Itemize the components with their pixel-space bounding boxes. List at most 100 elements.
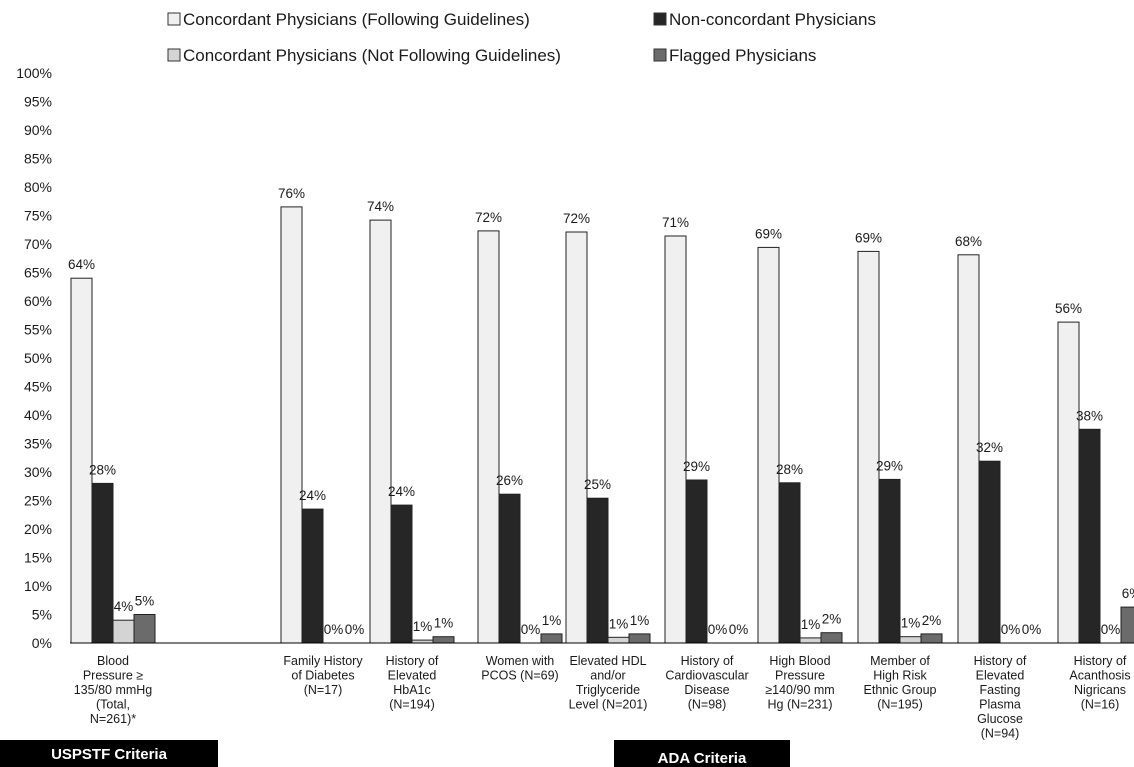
x-category-label: History of Elevated HbA1c (N=194) (386, 654, 439, 712)
data-label-flagged: 1% (630, 613, 650, 628)
uspstf-criteria-label: USPSTF Criteria (51, 746, 168, 763)
y-tick-label: 35% (24, 436, 52, 452)
legend-label-concordant-following: Concordant Physicians (Following Guideli… (183, 10, 530, 29)
x-category-label: History of Acanthosis Nigricans (N=16) (1069, 654, 1130, 712)
data-label-concordant-following: 69% (755, 226, 782, 241)
bar-concordant-following (477, 230, 500, 644)
bar-concordant-following (70, 277, 93, 644)
legend-label-non-concordant: Non-concordant Physicians (669, 10, 876, 29)
bar-flagged (540, 633, 563, 644)
legend-swatch-non-concordant (653, 12, 667, 26)
bar-non-concordant (390, 504, 413, 644)
y-tick-label: 30% (24, 464, 52, 480)
bar-concordant-following (369, 219, 392, 644)
x-category-label: History of Elevated Fasting Plasma Glucose (N… (974, 654, 1027, 741)
data-label-concordant-following: 64% (68, 257, 95, 272)
data-label-concordant-not-following: 1% (609, 616, 629, 631)
y-tick-label: 100% (16, 65, 52, 81)
data-label-concordant-following: 72% (475, 210, 502, 225)
x-category-label: High Blood Pressure ≥140/90 mm Hg (N=231) (765, 654, 834, 712)
y-tick-label: 65% (24, 265, 52, 281)
data-label-concordant-following: 76% (278, 186, 305, 201)
data-label-non-concordant: 29% (876, 458, 903, 473)
bar-non-concordant (1078, 428, 1101, 644)
data-label-concordant-not-following: 1% (413, 619, 433, 634)
bar-flagged (133, 614, 156, 644)
bar-concordant-following (1057, 321, 1080, 644)
data-label-concordant-not-following: 0% (708, 622, 728, 637)
y-tick-label: 95% (24, 94, 52, 110)
data-label-flagged: 1% (542, 613, 562, 628)
x-category-label: Elevated HDL and/or Triglyceride Level (N=2… (569, 654, 648, 712)
data-label-concordant-following: 72% (563, 211, 590, 226)
bar-flagged (1120, 606, 1134, 644)
data-label-concordant-following: 68% (955, 234, 982, 249)
x-category-label: Blood Pressure ≥135/80 mmHg (Total, N=261)* (74, 654, 153, 726)
data-label-concordant-not-following: 4% (114, 599, 134, 614)
legend-swatch-flagged (653, 48, 667, 62)
data-label-flagged: 2% (922, 613, 942, 628)
data-label-non-concordant: 28% (89, 462, 116, 477)
data-label-flagged: 6% (1122, 586, 1134, 601)
data-label-flagged: 5% (135, 594, 155, 609)
y-tick-label: 50% (24, 350, 52, 366)
bar-non-concordant (586, 497, 609, 644)
legend-label-concordant-not-following: Concordant Physicians (Not Following Gui… (183, 46, 561, 65)
y-tick-label: 45% (24, 379, 52, 395)
y-tick-label: 60% (24, 293, 52, 309)
y-tick-label: 10% (24, 578, 52, 594)
data-label-non-concordant: 38% (1076, 408, 1103, 423)
data-label-concordant-not-following: 0% (1101, 622, 1121, 637)
uspstf-criteria-label-box (0, 740, 218, 767)
bar-concordant-not-following (112, 619, 135, 644)
bar-non-concordant (91, 482, 114, 644)
x-category-label: History of Cardiovascular Disease (N=98) (665, 654, 748, 712)
y-tick-label: 40% (24, 407, 52, 423)
y-tick-label: 55% (24, 322, 52, 338)
data-label-concordant-following: 74% (367, 199, 394, 214)
data-label-non-concordant: 24% (388, 484, 415, 499)
data-label-non-concordant: 26% (496, 473, 523, 488)
data-label-concordant-following: 56% (1055, 301, 1082, 316)
data-label-non-concordant: 28% (776, 462, 803, 477)
x-category-label: Family History of Diabetes (N=17) (283, 654, 363, 697)
bar-concordant-following (565, 231, 588, 644)
bar-non-concordant (685, 479, 708, 644)
bar-non-concordant (301, 508, 324, 644)
bar-flagged (820, 632, 843, 644)
bar-flagged (628, 633, 651, 644)
bars (70, 206, 1134, 644)
y-tick-label: 5% (32, 607, 52, 623)
x-category-label: Member of High Risk Ethnic Group (N=195) (864, 654, 937, 712)
bar-concordant-not-following (899, 636, 922, 644)
data-label-concordant-not-following: 0% (1001, 622, 1021, 637)
data-label-concordant-following: 71% (662, 215, 689, 230)
data-label-concordant-not-following: 0% (324, 622, 344, 637)
bar-non-concordant (778, 482, 801, 644)
x-axis-labels: Blood Pressure ≥135/80 mmHg (Total, N=261)*… (74, 654, 1131, 741)
bar-concordant-following (280, 206, 303, 644)
y-tick-label: 90% (24, 122, 52, 138)
data-label-concordant-following: 69% (855, 230, 882, 245)
y-tick-label: 20% (24, 521, 52, 537)
bar-concordant-following (857, 250, 880, 644)
x-category-label: Women with PCOS (N=69) (481, 654, 558, 683)
group-labels: USPSTF Criteria ADA Criteria (0, 740, 790, 767)
data-label-non-concordant: 29% (683, 459, 710, 474)
bar-concordant-not-following (607, 636, 630, 644)
ada-criteria-label: ADA Criteria (658, 750, 747, 767)
bar-flagged (920, 633, 943, 644)
legend: Concordant Physicians (Following Guideli… (167, 10, 876, 65)
y-tick-label: 25% (24, 493, 52, 509)
bar-concordant-following (664, 235, 687, 644)
data-label-non-concordant: 25% (584, 477, 611, 492)
data-label-concordant-not-following: 1% (801, 617, 821, 632)
bar-non-concordant (498, 493, 521, 644)
data-label-non-concordant: 24% (299, 488, 326, 503)
data-label-concordant-not-following: 0% (521, 622, 541, 637)
legend-swatch-concordant-not-following (167, 48, 181, 62)
y-tick-label: 75% (24, 208, 52, 224)
legend-label-flagged: Flagged Physicians (669, 46, 816, 65)
bar-concordant-not-following (799, 637, 822, 644)
